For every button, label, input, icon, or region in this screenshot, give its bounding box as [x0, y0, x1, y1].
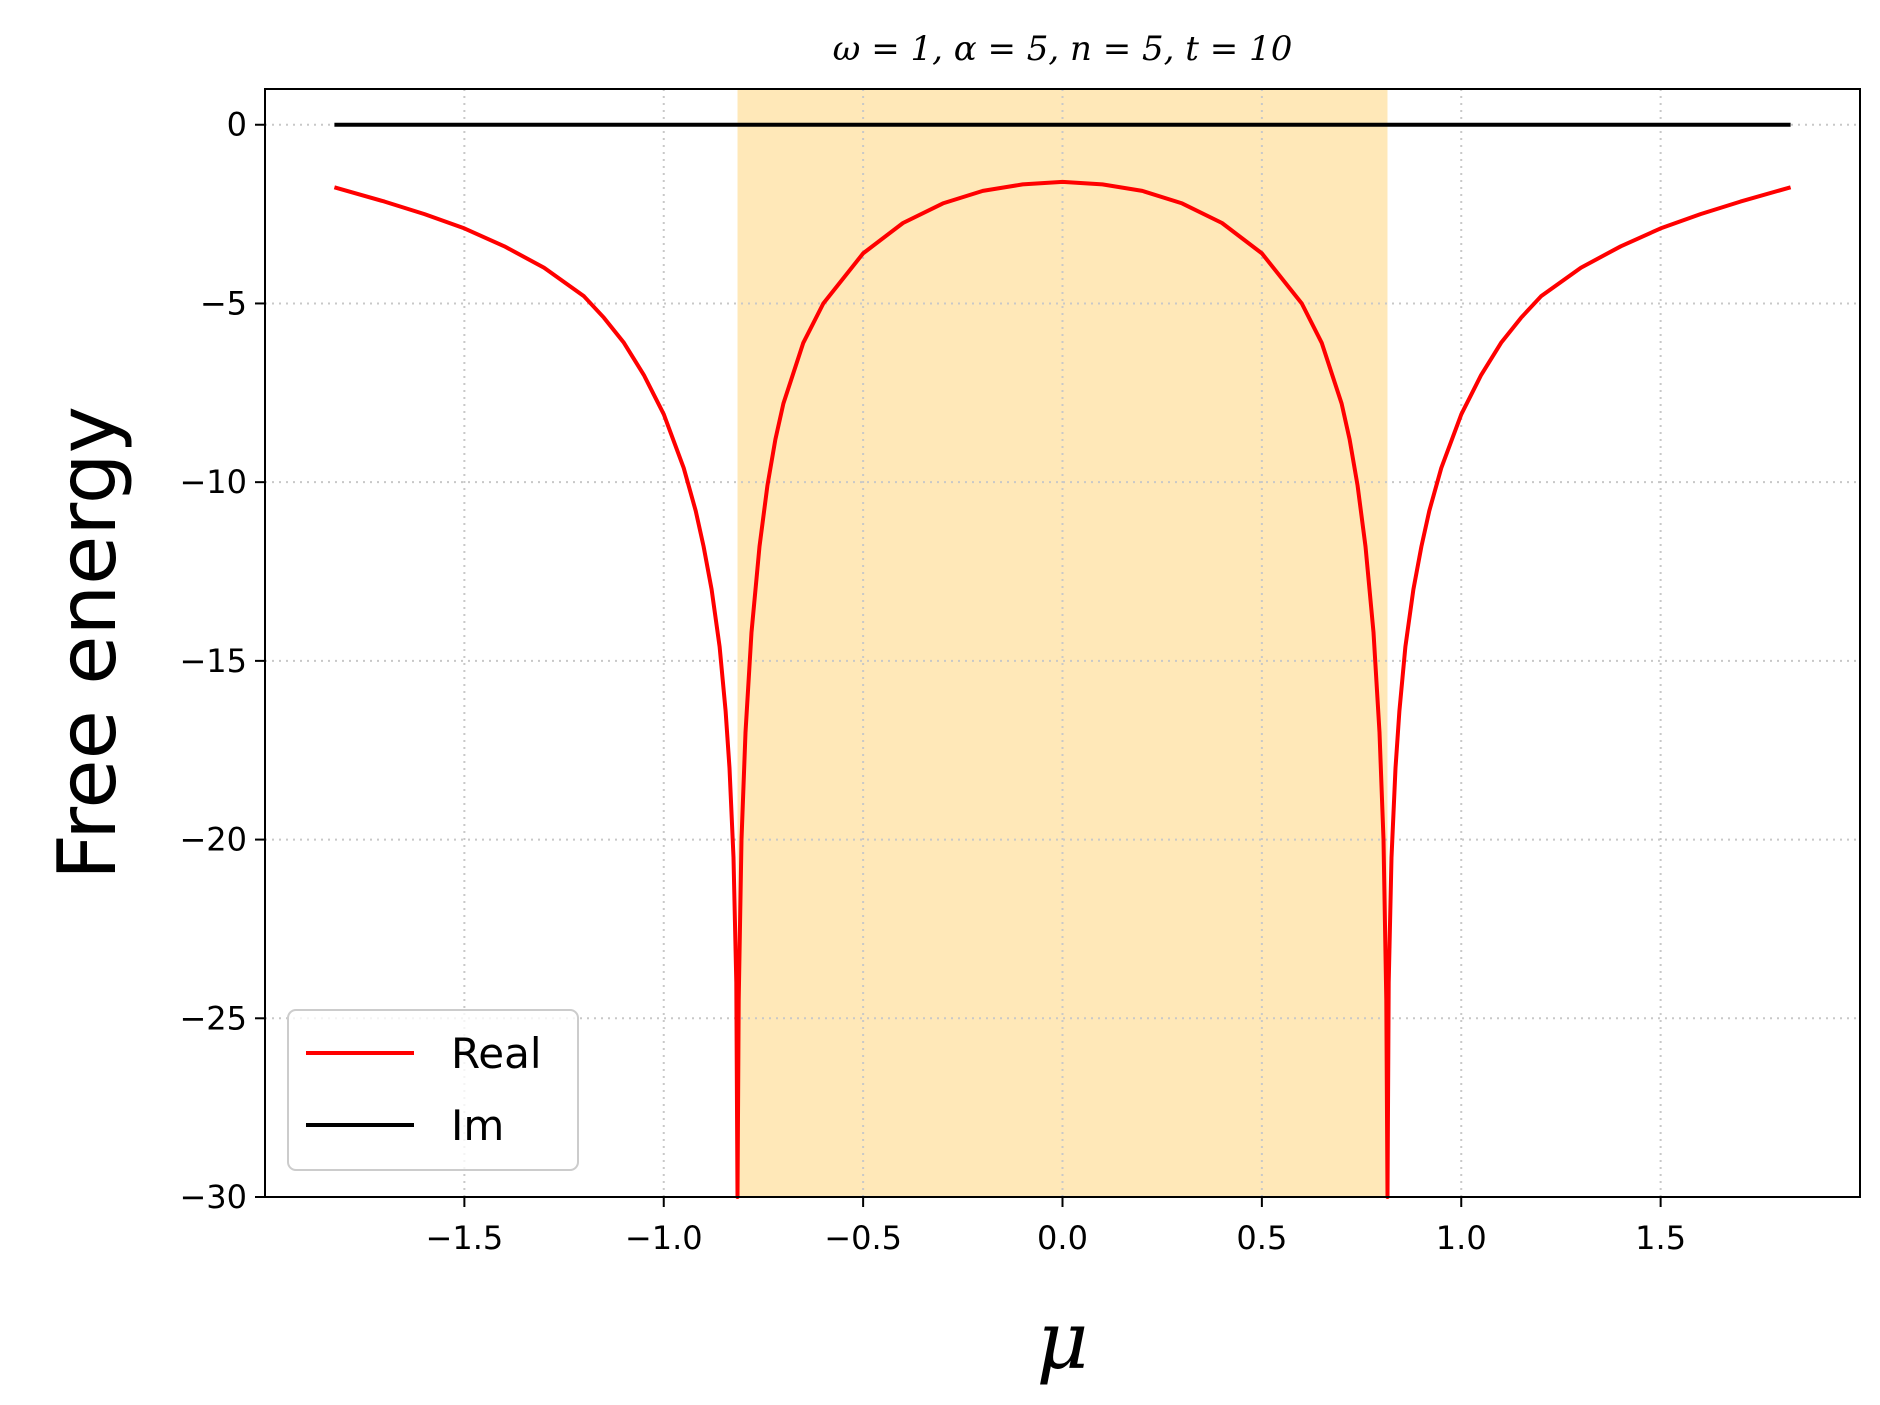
x-tick-label: 0.0 [1037, 1219, 1088, 1257]
legend: Real Im [287, 1009, 579, 1171]
y-tick-label: −25 [179, 999, 247, 1037]
x-tick-label: −1.5 [426, 1219, 504, 1257]
y-tick-label: −15 [179, 642, 247, 680]
legend-label-real: Real [451, 1029, 542, 1078]
y-axis-label: Free energy [41, 406, 134, 880]
x-axis-label: μ [1037, 1294, 1089, 1387]
y-tick-label: −10 [179, 463, 247, 501]
chart-title: ω = 1, α = 5, n = 5, t = 10 [833, 29, 1293, 69]
y-tick-label: −20 [179, 821, 247, 859]
series-layer [333, 122, 1792, 1199]
y-tick-label: −30 [179, 1178, 247, 1216]
x-tick-label: 0.5 [1236, 1219, 1287, 1257]
tick-layer: −1.5 −1.0 −0.5 0.0 0.5 1.0 1.5 0 −5 −10 −15 −20 −25 −… [179, 106, 1686, 1257]
legend-label-im: Im [451, 1101, 504, 1150]
legend-box [287, 1009, 579, 1171]
y-tick-label: −5 [200, 284, 247, 322]
grid-layer [265, 89, 1860, 1198]
x-tick-label: −0.5 [824, 1219, 902, 1257]
x-tick-label: 1.5 [1635, 1219, 1686, 1257]
series-line-real [333, 179, 1792, 1199]
y-tick-label: 0 [227, 106, 247, 144]
x-tick-label: −1.0 [625, 1219, 703, 1257]
x-tick-label: 1.0 [1436, 1219, 1487, 1257]
